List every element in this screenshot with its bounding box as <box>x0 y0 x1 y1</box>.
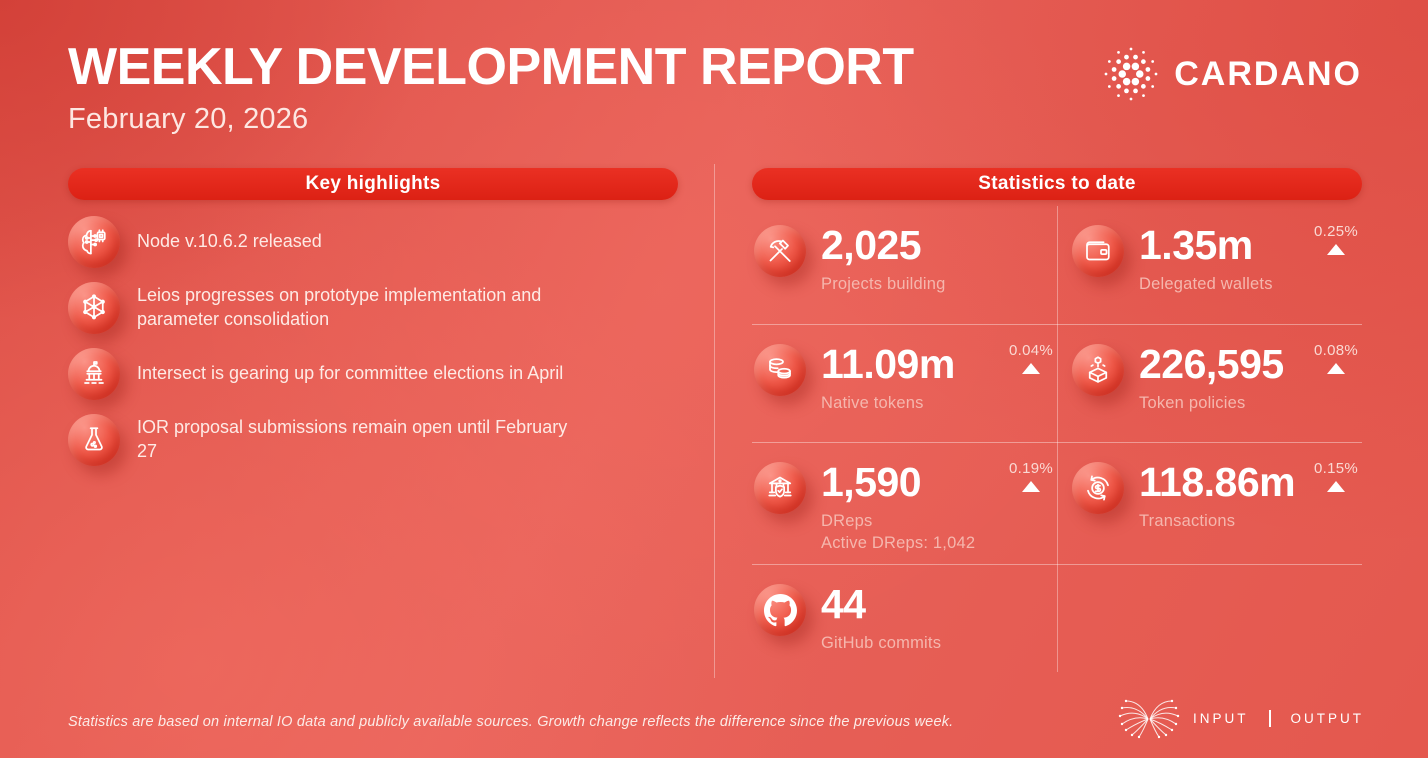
wallet-icon <box>1072 225 1124 277</box>
statistics-header: Statistics to date <box>752 168 1362 200</box>
highlights-list: Node v.10.6.2 released Leios progresses … <box>68 216 678 466</box>
key-highlights-section: Key highlights Node v.10.6.2 release <box>68 168 678 480</box>
hammer-pick-icon <box>754 225 806 277</box>
cardano-logo: CARDANO <box>1101 44 1362 104</box>
highlight-item: Node v.10.6.2 released <box>68 216 678 268</box>
stat-label: Delegated wallets <box>1139 274 1273 293</box>
stat-label: DReps <box>821 511 873 530</box>
cardano-starburst-icon <box>1104 47 1158 101</box>
trend-up-icon <box>1326 363 1345 374</box>
lattice-cube-icon <box>68 282 120 334</box>
io-divider <box>1268 709 1271 727</box>
change-percent: 0.04% <box>1008 342 1053 359</box>
stat-dreps: 1,590 DReps Active DReps: 1,042 0.19% <box>752 442 1057 564</box>
change-percent: 0.19% <box>1008 460 1053 477</box>
change-indicator: 0.04% <box>1009 342 1053 374</box>
highlight-text: Intersect is gearing up for committee el… <box>137 363 564 384</box>
stat-transactions: 118.86m Transactions 0.15% <box>1057 442 1362 564</box>
io-input-label: INPUT <box>1193 710 1249 726</box>
statistics-section: Statistics to date 2,025 Projects buildi… <box>752 168 1362 676</box>
brain-chip-icon <box>68 216 120 268</box>
footer-disclaimer: Statistics are based on internal IO data… <box>68 714 954 730</box>
stat-empty-cell <box>1057 564 1362 676</box>
statistics-grid: 2,025 Projects building 1.35m Delegated … <box>752 206 1362 676</box>
token-box-icon <box>1072 344 1124 396</box>
change-percent: 0.15% <box>1313 460 1358 477</box>
cardano-wordmark: CARDANO <box>1174 54 1362 93</box>
stat-value: 44 <box>821 581 866 627</box>
github-icon <box>754 584 806 636</box>
bank-shield-icon <box>754 462 806 514</box>
change-indicator: 0.08% <box>1314 342 1358 374</box>
page-title: WEEKLY DEVELOPMENT REPORT <box>68 38 914 96</box>
change-indicator: 0.19% <box>1009 460 1053 492</box>
trend-up-icon <box>1326 481 1345 492</box>
change-percent: 0.08% <box>1313 342 1358 359</box>
stat-projects-building: 2,025 Projects building <box>752 206 1057 324</box>
key-highlights-header: Key highlights <box>68 168 678 200</box>
stat-label: Native tokens <box>821 393 924 412</box>
stat-delegated-wallets: 1.35m Delegated wallets 0.25% <box>1057 206 1362 324</box>
change-indicator: 0.15% <box>1314 460 1358 492</box>
stat-label: Transactions <box>1139 511 1236 530</box>
stat-value: 1.35m <box>1139 222 1253 268</box>
stat-value: 1,590 <box>821 459 922 505</box>
input-output-butterfly-icon <box>1118 699 1180 739</box>
stat-value: 118.86m <box>1139 459 1296 505</box>
stat-value: 11.09m <box>821 341 955 387</box>
highlight-text: Node v.10.6.2 released <box>137 231 322 252</box>
trend-up-icon <box>1021 481 1040 492</box>
stat-value: 226,595 <box>1139 341 1284 387</box>
stat-native-tokens: 11.09m Native tokens 0.04% <box>752 324 1057 442</box>
stat-github-commits: 44 GitHub commits <box>752 564 1057 676</box>
report-date: February 20, 2026 <box>68 103 309 135</box>
stat-sublabel: Active DReps: 1,042 <box>821 533 976 552</box>
change-indicator: 0.25% <box>1314 223 1358 255</box>
flask-icon <box>68 414 120 466</box>
trend-up-icon <box>1326 244 1345 255</box>
trend-up-icon <box>1021 363 1040 374</box>
io-output-label: OUTPUT <box>1290 710 1364 726</box>
highlight-text: IOR proposal submissions remain open unt… <box>137 417 568 461</box>
transactions-cycle-icon <box>1072 462 1124 514</box>
highlight-item: Leios progresses on prototype implementa… <box>68 282 678 334</box>
highlight-item: Intersect is gearing up for committee el… <box>68 348 678 400</box>
capitol-icon <box>68 348 120 400</box>
change-percent: 0.25% <box>1313 223 1358 240</box>
highlight-text: Leios progresses on prototype implementa… <box>137 285 542 329</box>
stat-label: GitHub commits <box>821 633 942 652</box>
input-output-logo: INPUT OUTPUT <box>1117 694 1364 742</box>
stat-value: 2,025 <box>821 222 922 268</box>
highlight-item: IOR proposal submissions remain open unt… <box>68 414 678 466</box>
stat-label: Token policies <box>1139 393 1246 412</box>
column-divider <box>714 164 715 678</box>
stat-label: Projects building <box>821 274 946 293</box>
coins-icon <box>754 344 806 396</box>
stat-token-policies: 226,595 Token policies 0.08% <box>1057 324 1362 442</box>
